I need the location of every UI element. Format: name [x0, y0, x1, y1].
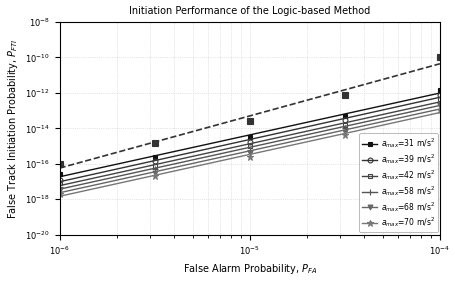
X-axis label: False Alarm Probability, $P_{FA}$: False Alarm Probability, $P_{FA}$	[182, 263, 316, 276]
Title: Initiation Performance of the Logic-based Method: Initiation Performance of the Logic-base…	[129, 6, 369, 16]
Legend: $a_{max}$=31 m/s$^2$, $a_{max}$=39 m/s$^2$, $a_{max}$=42 m/s$^2$, $a_{max}$=58 m: $a_{max}$=31 m/s$^2$, $a_{max}$=39 m/s$^…	[359, 133, 437, 232]
Y-axis label: False Track Initiation Probability, $P_{FTI}$: False Track Initiation Probability, $P_{…	[5, 38, 20, 219]
